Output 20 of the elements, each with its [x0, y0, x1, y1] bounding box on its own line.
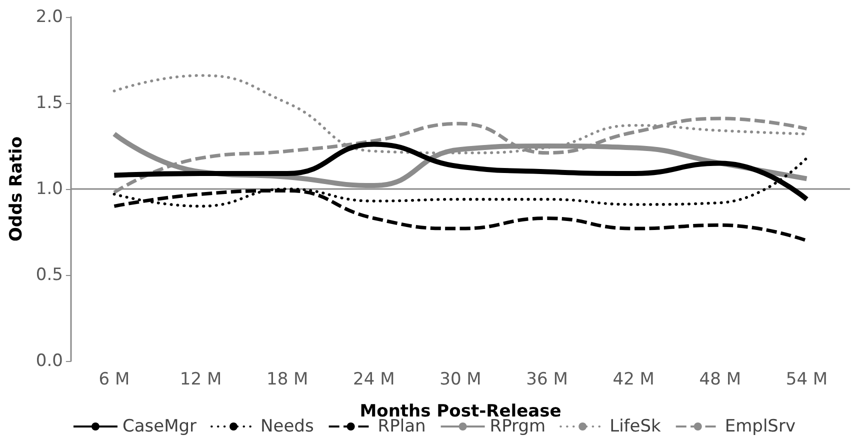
y-tick-label: 1.5: [36, 93, 63, 113]
x-tick-label: 36 M: [526, 370, 568, 390]
x-tick-label: 12 M: [180, 370, 222, 390]
legend-label: Needs: [260, 416, 314, 436]
x-tick-label: 18 M: [266, 370, 308, 390]
y-tick-label: 1.0: [36, 179, 63, 199]
legend-label: EmplSrv: [724, 416, 796, 436]
legend-label: CaseMgr: [122, 416, 197, 436]
y-axis-title: Odds Ratio: [6, 136, 26, 242]
y-tick-label: 2.0: [36, 7, 63, 27]
y-tick-label: 0.5: [36, 265, 63, 285]
x-tick-label: 48 M: [699, 370, 742, 390]
x-tick-label: 24 M: [353, 370, 395, 390]
x-tick-label: 42 M: [612, 370, 654, 390]
x-tick-label: 54 M: [786, 370, 828, 390]
legend-label: LifeSk: [610, 416, 662, 436]
x-tick-label: 6 M: [98, 370, 130, 390]
y-tick-label: 0.0: [36, 351, 63, 371]
x-tick-label: 30 M: [440, 370, 482, 390]
legend-label: RPrgm: [490, 416, 546, 436]
